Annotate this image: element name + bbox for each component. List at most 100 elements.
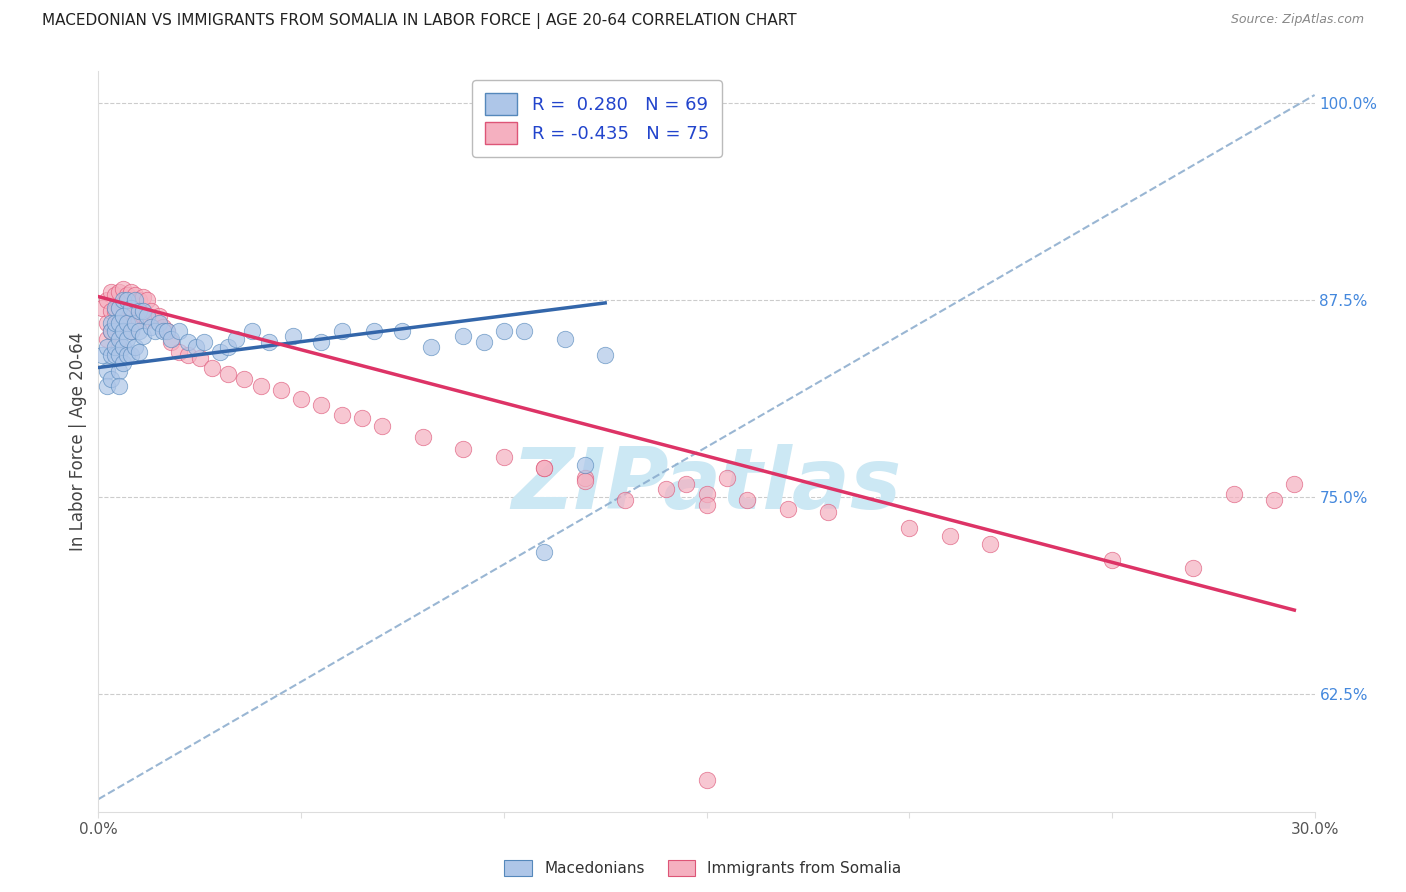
Point xyxy=(979,537,1001,551)
Point xyxy=(419,340,441,354)
Y-axis label: In Labor Force | Age 20-64: In Labor Force | Age 20-64 xyxy=(69,332,87,551)
Point xyxy=(735,492,758,507)
Point xyxy=(124,340,146,354)
Point xyxy=(128,303,150,318)
Point xyxy=(124,293,146,307)
Point xyxy=(107,332,129,346)
Point xyxy=(160,332,183,346)
Point xyxy=(115,348,138,362)
Point xyxy=(104,288,127,302)
Point xyxy=(104,303,127,318)
Point xyxy=(1263,492,1285,507)
Point xyxy=(257,335,280,350)
Point xyxy=(225,332,247,346)
Point xyxy=(96,332,118,346)
Point xyxy=(242,324,264,338)
Point xyxy=(513,324,536,338)
Point xyxy=(188,351,211,365)
Point xyxy=(533,461,555,475)
Point xyxy=(115,317,138,331)
Point xyxy=(330,324,353,338)
Point xyxy=(107,301,129,315)
Point xyxy=(176,335,198,350)
Point xyxy=(574,474,596,488)
Point xyxy=(655,482,678,496)
Point xyxy=(143,313,166,327)
Point xyxy=(136,313,159,327)
Point xyxy=(111,293,134,307)
Point xyxy=(160,335,183,350)
Point xyxy=(363,324,385,338)
Point xyxy=(124,313,146,327)
Point xyxy=(120,324,142,338)
Point xyxy=(193,335,215,350)
Point xyxy=(132,309,155,323)
Point xyxy=(104,319,127,334)
Point xyxy=(96,317,118,331)
Point xyxy=(148,317,170,331)
Text: Source: ZipAtlas.com: Source: ZipAtlas.com xyxy=(1230,13,1364,27)
Point xyxy=(100,303,122,318)
Point xyxy=(104,348,127,362)
Point xyxy=(554,332,576,346)
Point xyxy=(898,521,921,535)
Point xyxy=(574,471,596,485)
Point xyxy=(371,418,394,433)
Point xyxy=(104,324,127,338)
Point xyxy=(1182,560,1205,574)
Point xyxy=(100,324,122,338)
Point xyxy=(330,408,353,422)
Point xyxy=(492,324,515,338)
Point xyxy=(156,324,179,338)
Point xyxy=(217,340,239,354)
Point xyxy=(100,348,122,362)
Point xyxy=(217,367,239,381)
Point xyxy=(132,303,155,318)
Point xyxy=(120,348,142,362)
Point xyxy=(412,430,434,444)
Point xyxy=(574,458,596,472)
Point xyxy=(111,317,134,331)
Point xyxy=(107,285,129,299)
Point xyxy=(96,379,118,393)
Point xyxy=(91,348,114,362)
Point xyxy=(209,344,232,359)
Point xyxy=(152,319,174,334)
Point xyxy=(492,450,515,465)
Point xyxy=(290,392,312,406)
Point xyxy=(107,364,129,378)
Point xyxy=(1101,552,1123,566)
Point xyxy=(533,461,555,475)
Legend: R =  0.280   N = 69, R = -0.435   N = 75: R = 0.280 N = 69, R = -0.435 N = 75 xyxy=(472,80,721,157)
Point xyxy=(111,282,134,296)
Point xyxy=(111,324,134,338)
Point xyxy=(139,303,162,318)
Point xyxy=(107,340,129,354)
Point xyxy=(107,301,129,315)
Point xyxy=(817,505,839,519)
Point xyxy=(115,303,138,318)
Point xyxy=(939,529,962,543)
Point xyxy=(107,379,129,393)
Point xyxy=(593,348,616,362)
Point xyxy=(136,309,159,323)
Point xyxy=(107,348,129,362)
Point xyxy=(111,297,134,311)
Text: ZIPatlas: ZIPatlas xyxy=(512,444,901,527)
Point xyxy=(115,288,138,302)
Point xyxy=(128,293,150,307)
Point xyxy=(91,301,114,315)
Point xyxy=(453,442,475,457)
Point xyxy=(311,398,333,412)
Point xyxy=(120,324,142,338)
Point xyxy=(104,301,127,315)
Legend: Macedonians, Immigrants from Somalia: Macedonians, Immigrants from Somalia xyxy=(498,855,908,882)
Point xyxy=(350,411,373,425)
Point xyxy=(104,317,127,331)
Text: MACEDONIAN VS IMMIGRANTS FROM SOMALIA IN LABOR FORCE | AGE 20-64 CORRELATION CHA: MACEDONIAN VS IMMIGRANTS FROM SOMALIA IN… xyxy=(42,13,797,29)
Point xyxy=(120,303,142,318)
Point xyxy=(270,383,292,397)
Point xyxy=(311,335,333,350)
Point xyxy=(156,324,179,338)
Point xyxy=(124,288,146,302)
